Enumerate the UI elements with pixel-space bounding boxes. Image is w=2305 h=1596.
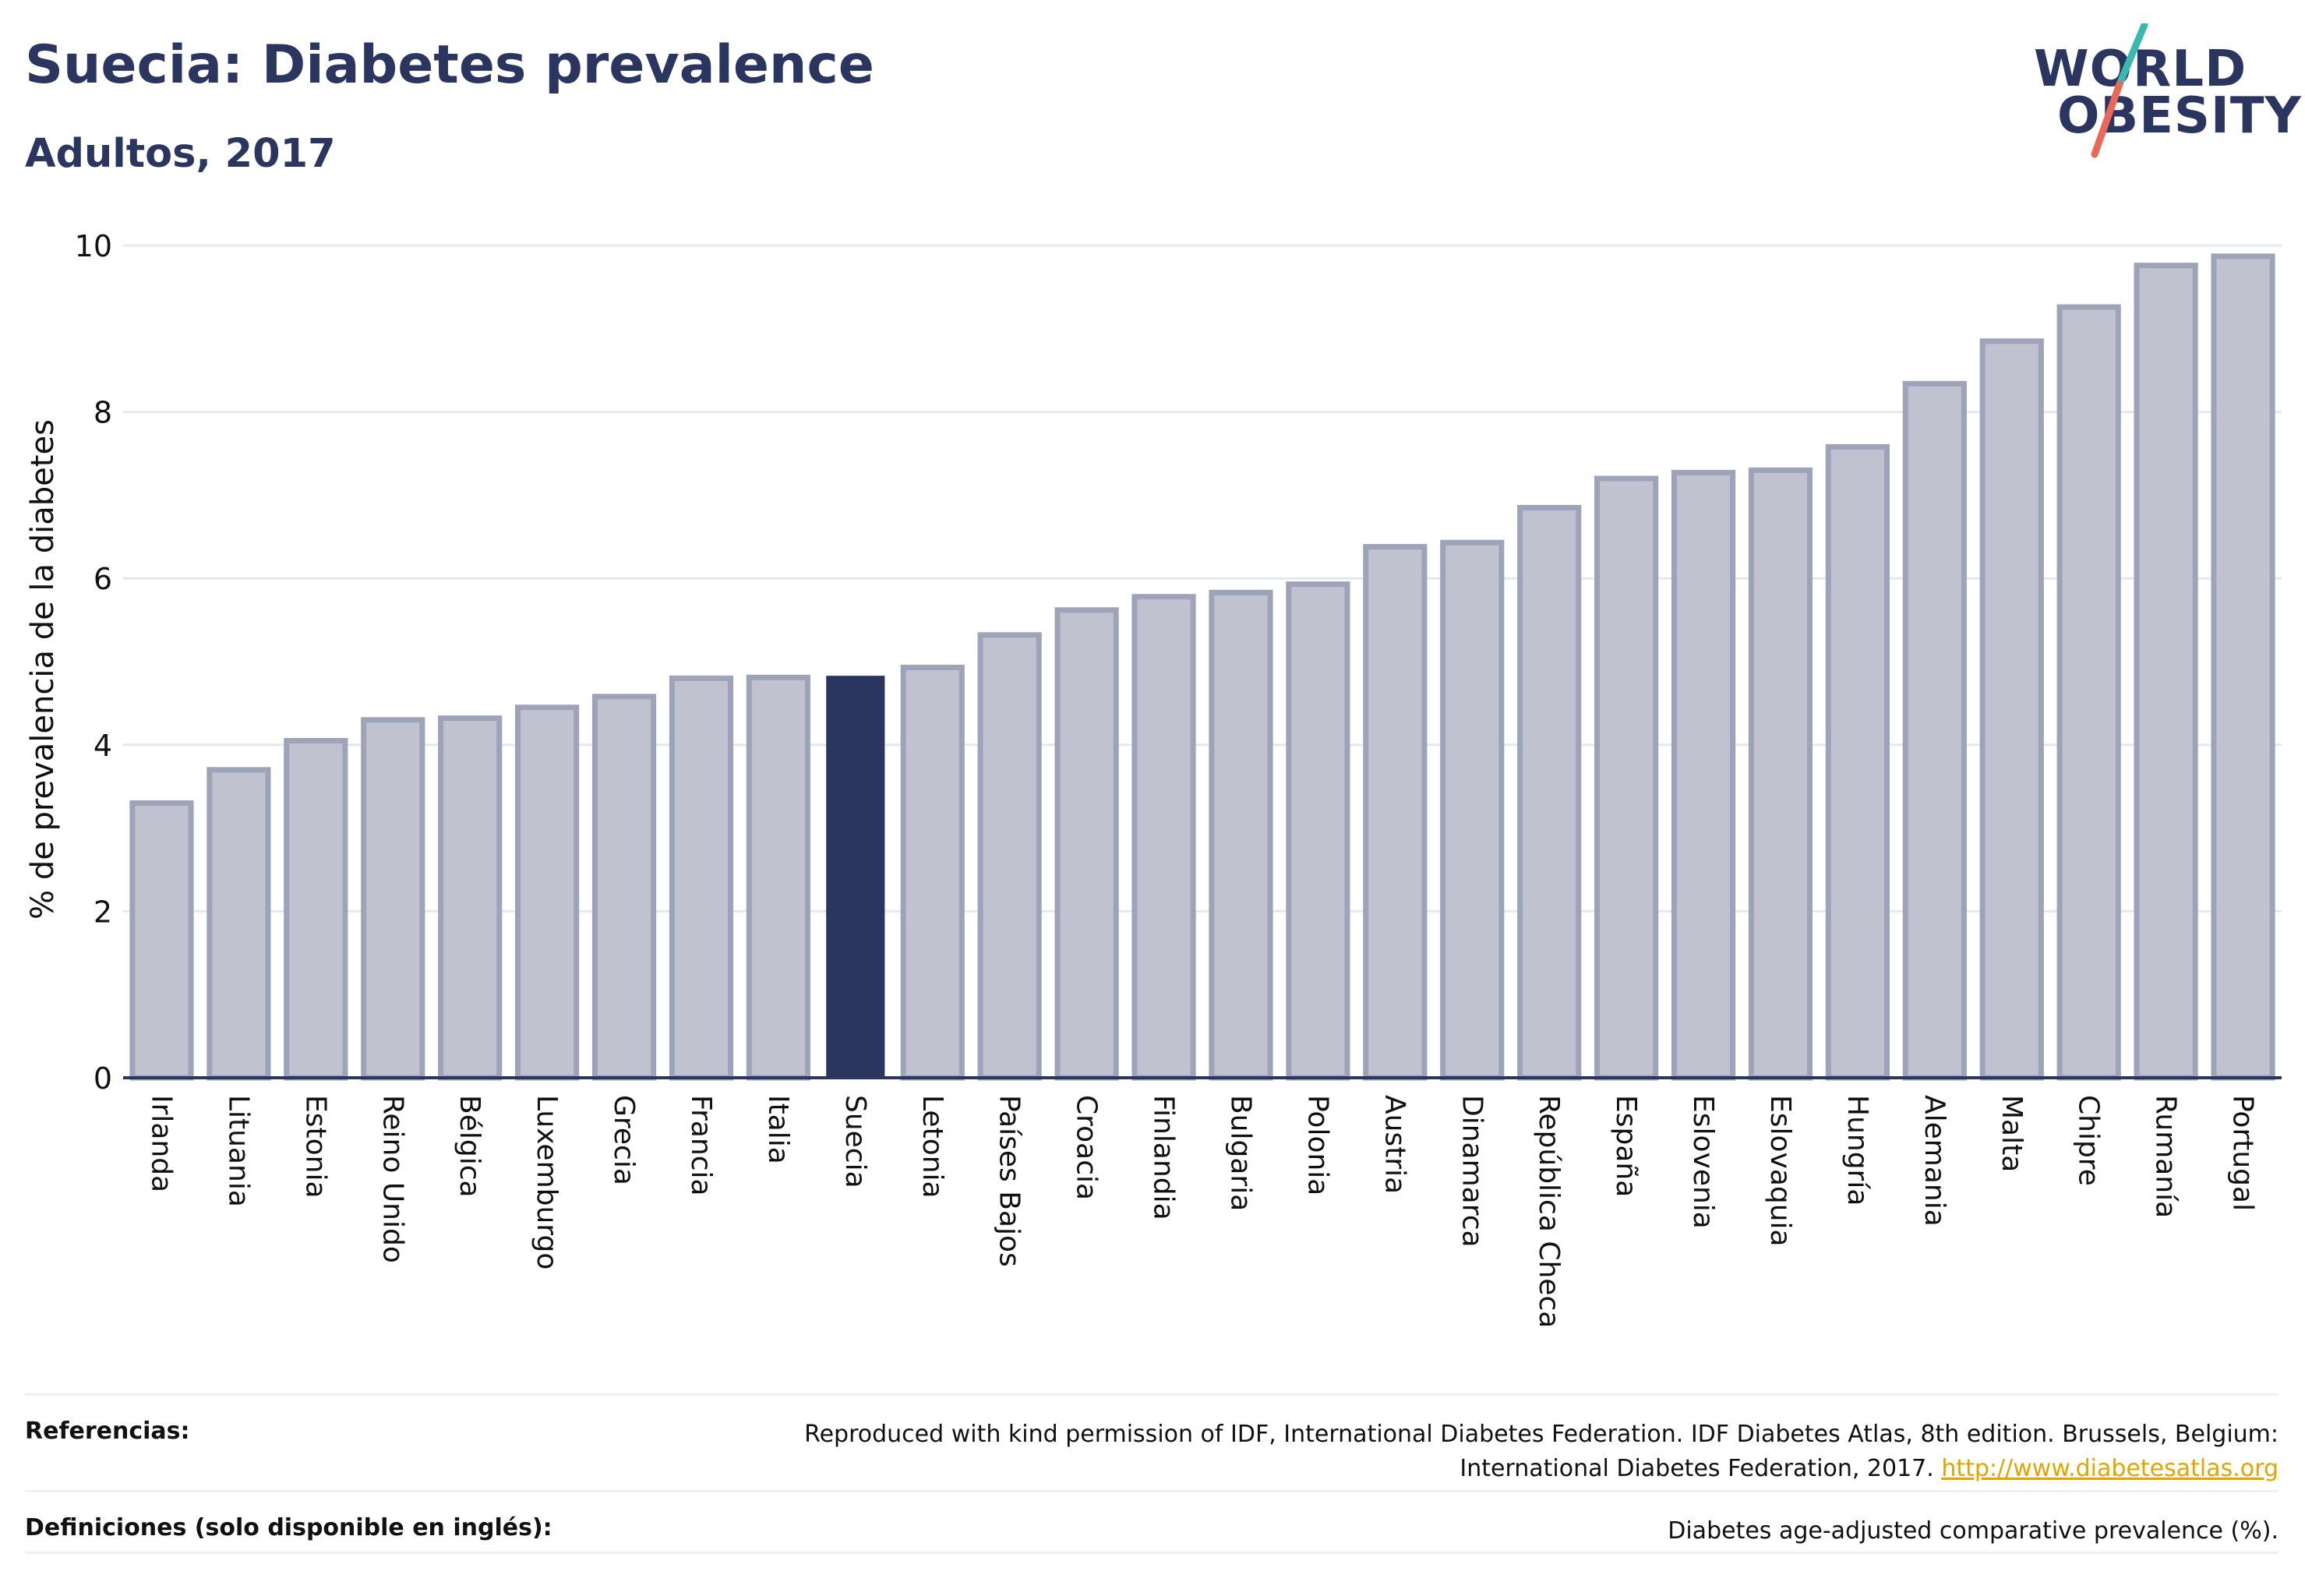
bar [669, 675, 734, 1081]
logo-line-1: WORLD [2034, 41, 2247, 98]
chart-title: Suecia: Diabetes prevalence [25, 34, 874, 96]
x-tick-label: España [1610, 1095, 1642, 1197]
x-tick-label: Alemania [1918, 1095, 1950, 1227]
y-tick-label: 8 [94, 396, 112, 430]
bar [1979, 338, 2044, 1081]
bar [1825, 443, 1890, 1081]
bar [746, 674, 810, 1081]
y-tick-label: 4 [94, 729, 112, 763]
x-tick-label: Dinamarca [1456, 1095, 1488, 1248]
bar [1671, 470, 1736, 1081]
bar [591, 694, 657, 1081]
logo-slash-icon [2091, 23, 2148, 158]
bar [1209, 589, 1273, 1081]
x-tick-label: Croacia [1071, 1095, 1103, 1200]
bar [129, 800, 194, 1081]
x-tick-label: Eslovenia [1687, 1095, 1719, 1229]
x-tick-label: Finlandia [1148, 1095, 1180, 1220]
bar [2211, 253, 2275, 1081]
bars [129, 253, 2275, 1081]
chart-subtitle: Adultos, 2017 [25, 131, 336, 177]
bar [2134, 263, 2198, 1081]
y-tick-label: 6 [94, 562, 112, 596]
x-tick-label: Italia [762, 1095, 794, 1164]
bar [900, 664, 965, 1081]
x-tick-label: Hungría [1841, 1095, 1873, 1206]
world-obesity-logo[interactable]: WORLD OBESITY [2034, 23, 2301, 164]
y-tick-label: 10 [75, 229, 112, 263]
x-tick-label: Lituania [222, 1095, 254, 1207]
x-tick-label: Letonia [916, 1095, 948, 1199]
x-tick-label: Estonia [299, 1095, 331, 1199]
y-tick-label: 2 [94, 895, 112, 929]
x-tick-label: Polonia [1301, 1095, 1333, 1195]
bar [284, 737, 348, 1081]
definitions-row: Definiciones (solo disponible en inglés)… [25, 1490, 2279, 1554]
x-tick-label: Malta [1996, 1095, 2028, 1172]
bar [1131, 594, 1196, 1081]
bar [1748, 467, 1813, 1081]
x-tick-label: Bulgaria [1224, 1095, 1256, 1211]
bar [1517, 504, 1582, 1081]
definitions-text: Diabetes age-adjusted comparative preval… [1668, 1517, 2279, 1545]
definitions-label: Definiciones (solo disponible en inglés)… [25, 1514, 552, 1541]
x-tick-label: Chipre [2073, 1095, 2105, 1186]
x-tick-label: Reino Unido [376, 1095, 408, 1263]
x-tick-label: Rumanía [2150, 1095, 2182, 1218]
x-tick-label: Países Bajos [994, 1095, 1025, 1267]
x-tick-label: Grecia [608, 1095, 640, 1185]
x-tick-label: Portugal [2227, 1095, 2259, 1211]
x-tick-label: Luxemburgo [531, 1095, 563, 1269]
bar [977, 632, 1042, 1081]
footer-table: Referencias: Reproduced with kind permis… [25, 1393, 2279, 1554]
bar [1594, 475, 1659, 1081]
bar [1286, 581, 1350, 1081]
x-tick-label: Eslovaquia [1764, 1095, 1796, 1247]
bar [1902, 380, 1967, 1081]
references-line-2: International Diabetes Federation, 2017. [1460, 1455, 1934, 1482]
references-link[interactable]: http://www.diabetesatlas.org [1941, 1455, 2279, 1482]
bar [1440, 539, 1505, 1081]
references-label: Referencias: [25, 1418, 190, 1445]
bar [1054, 607, 1119, 1081]
x-tick-label: Austria [1378, 1095, 1410, 1194]
y-tick-label: 0 [94, 1061, 112, 1096]
x-tick-label: Irlanda [145, 1095, 177, 1192]
bar [438, 715, 503, 1081]
bar [206, 767, 271, 1081]
bar [2056, 304, 2121, 1081]
references-line-1: Reproduced with kind permission of IDF, … [804, 1421, 2279, 1448]
x-tick-label: Suecia [839, 1095, 871, 1188]
bar [1363, 544, 1428, 1081]
bar [515, 704, 580, 1081]
x-tick-label: Francia [685, 1095, 717, 1196]
y-axis-label: % de prevalencia de la diabetes [25, 419, 61, 920]
references-text: Reproduced with kind permission of IDF, … [804, 1418, 2279, 1486]
x-tick-label: República Checa [1533, 1095, 1565, 1328]
bar-highlight [826, 676, 885, 1078]
x-tick-label: Bélgica [454, 1095, 485, 1198]
axes: 0 2 4 6 8 10 Irlanda Lituania Estonia Reino Unido… [75, 229, 2282, 1328]
bar [361, 717, 425, 1081]
references-row: Referencias: Reproduced with kind permis… [25, 1393, 2279, 1490]
bar-chart: 0 2 4 6 8 10 Irlanda Lituania Estonia Reino Unido… [25, 229, 2282, 1328]
